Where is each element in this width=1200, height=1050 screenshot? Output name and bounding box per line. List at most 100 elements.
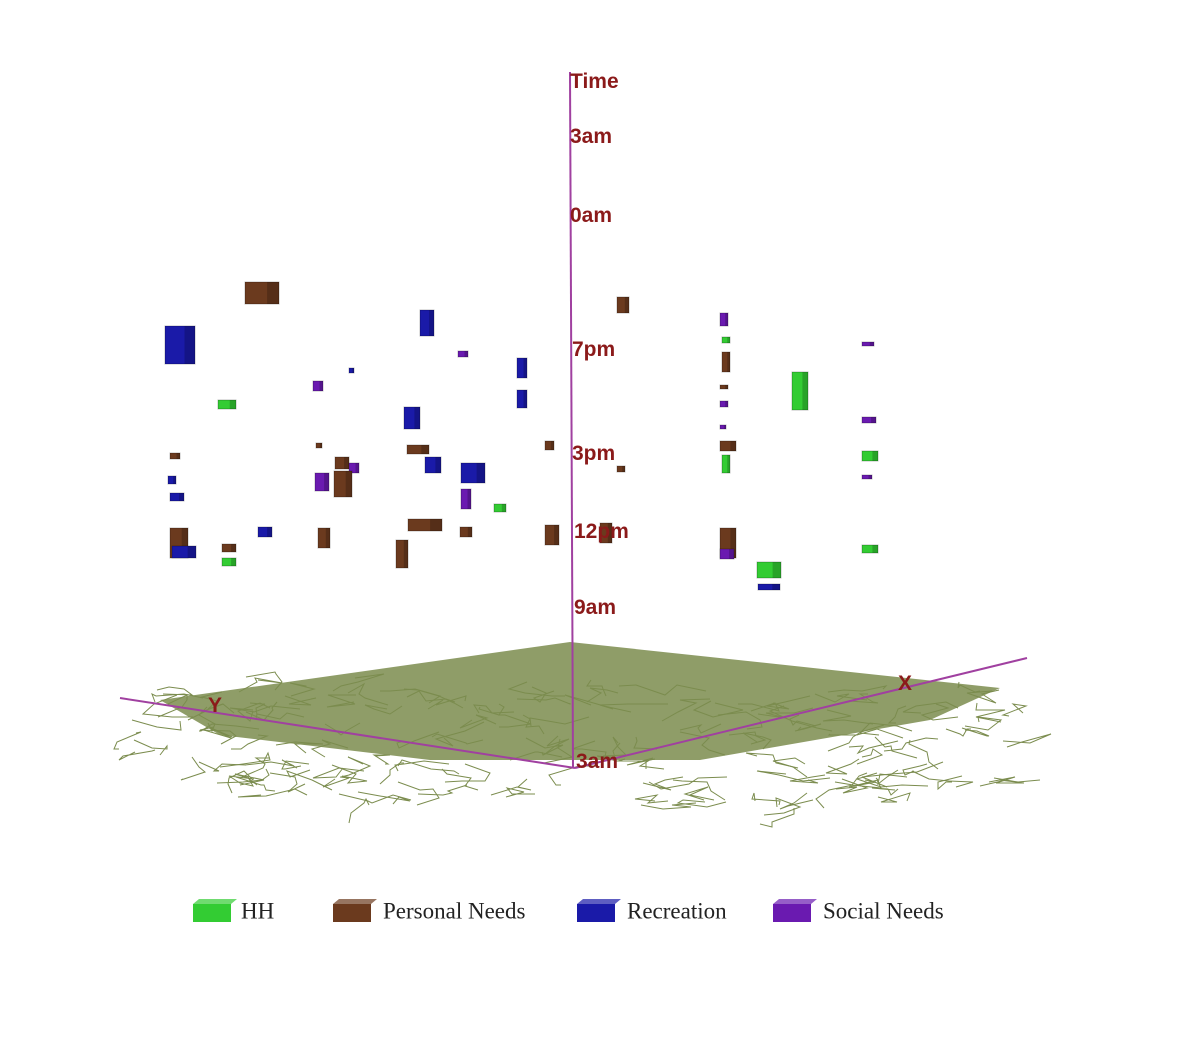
road [522, 714, 545, 735]
legend-swatch [773, 904, 811, 922]
road [877, 769, 908, 786]
box-side [872, 545, 878, 553]
activity-box [544, 524, 560, 546]
time-tick-label: 12pm [574, 520, 629, 543]
road [979, 777, 1041, 787]
activity-box [164, 325, 196, 365]
activity-box [395, 539, 409, 569]
road [683, 786, 715, 801]
road [338, 793, 412, 804]
road [988, 776, 1025, 784]
y-axis-label: Y [208, 694, 222, 717]
activity-box [861, 416, 877, 424]
box-side [187, 546, 196, 558]
activity-box [244, 281, 280, 305]
road [772, 757, 808, 778]
road [766, 695, 811, 710]
road [883, 737, 939, 752]
road [199, 726, 237, 745]
box-side [869, 342, 874, 346]
road [676, 799, 727, 808]
road [397, 781, 440, 806]
box-side [727, 337, 730, 343]
road [255, 712, 305, 720]
road [586, 687, 619, 703]
activity-box [333, 470, 353, 498]
road [763, 797, 802, 816]
activity-box [719, 424, 727, 430]
road [661, 698, 711, 722]
road [756, 770, 831, 782]
box-side [802, 372, 808, 410]
road [459, 714, 497, 729]
activity-box [317, 527, 331, 549]
legend-swatch [333, 904, 371, 922]
activity-boxes [164, 281, 879, 591]
road [249, 702, 266, 716]
road [340, 756, 372, 778]
box-side [872, 451, 878, 461]
box-side [319, 381, 323, 391]
road [322, 776, 350, 788]
road [441, 768, 479, 791]
box-side [624, 297, 629, 313]
road [394, 760, 450, 772]
road [961, 727, 990, 737]
road [118, 749, 156, 761]
box-side [523, 390, 527, 408]
road [964, 716, 1003, 731]
road [815, 781, 854, 809]
legend-swatch-top [193, 899, 237, 904]
road [347, 682, 389, 706]
road [835, 778, 869, 794]
road [310, 739, 349, 758]
road [229, 705, 301, 713]
road [357, 791, 411, 805]
road [473, 704, 515, 714]
road [141, 694, 193, 718]
road [848, 693, 879, 704]
road [789, 774, 826, 784]
road [586, 679, 607, 697]
box-side [414, 407, 420, 429]
box-side [179, 493, 184, 501]
road [717, 711, 763, 730]
road [331, 764, 368, 784]
road [814, 693, 868, 703]
road [887, 705, 907, 724]
activity-box [315, 442, 323, 449]
y-axis [119, 697, 576, 769]
legend-swatch-top [773, 899, 817, 904]
activity-box [719, 384, 729, 390]
road [406, 690, 456, 703]
road [156, 686, 194, 696]
road [234, 773, 265, 786]
road [957, 681, 981, 693]
road [642, 776, 684, 791]
road [244, 759, 298, 769]
road [180, 756, 207, 781]
activity-box [616, 465, 626, 473]
road [289, 682, 316, 697]
road [131, 719, 182, 731]
road [269, 772, 306, 793]
activity-box [756, 561, 782, 579]
box-side [403, 540, 408, 568]
activity-box [314, 472, 330, 492]
road [231, 734, 269, 750]
road [634, 794, 669, 804]
time-axis-label: Time [570, 70, 619, 93]
legend-swatch [577, 904, 615, 922]
road [281, 760, 310, 770]
box-side [622, 466, 625, 472]
activity-box [459, 526, 473, 538]
road [544, 735, 570, 755]
activity-box [861, 544, 879, 554]
box-side [772, 584, 780, 590]
road [397, 759, 460, 775]
road [902, 763, 928, 776]
activity-box [167, 475, 177, 485]
road [945, 728, 971, 737]
road [417, 784, 468, 796]
legend-label: Social Needs [823, 898, 944, 923]
